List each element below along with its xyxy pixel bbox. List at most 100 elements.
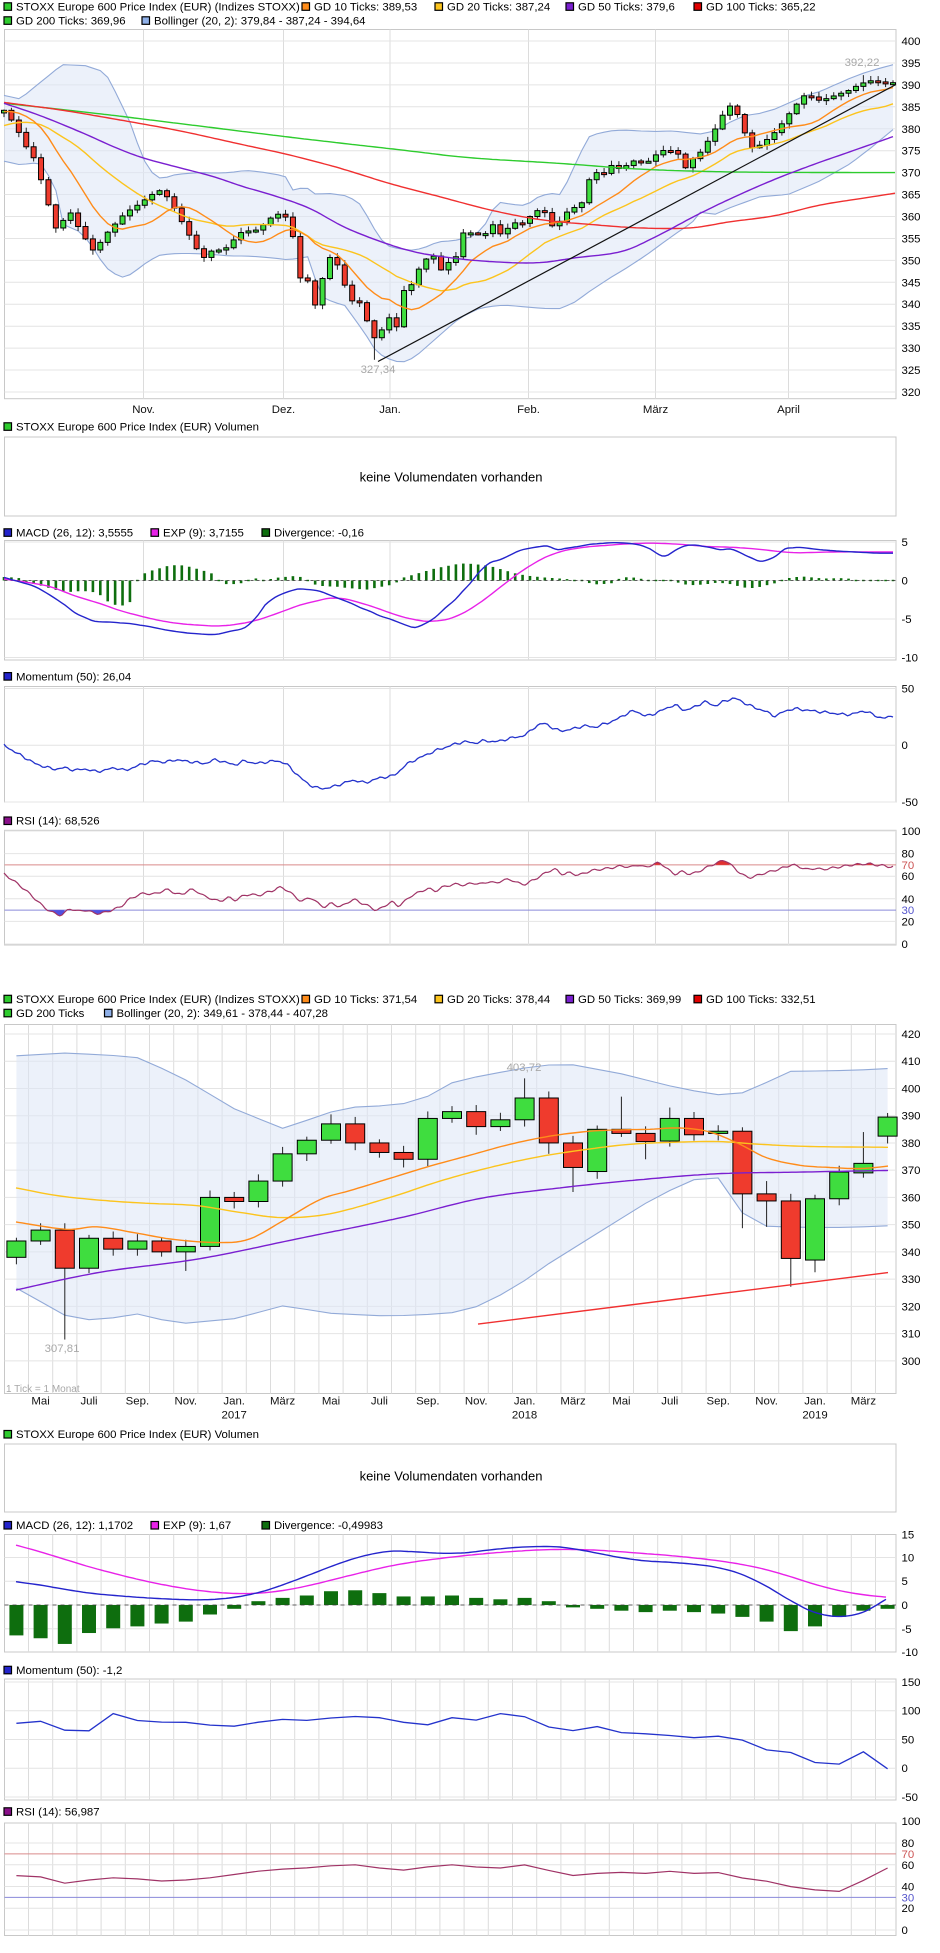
svg-text:325: 325	[902, 365, 921, 377]
svg-text:Nov.: Nov.	[465, 1396, 488, 1408]
svg-text:380: 380	[902, 1138, 921, 1150]
svg-text:Divergence: -0,49983: Divergence: -0,49983	[274, 1520, 383, 1532]
svg-text:Jan.: Jan.	[804, 1396, 826, 1408]
svg-text:Momentum (50): -1,2: Momentum (50): -1,2	[16, 1665, 122, 1677]
svg-text:GD 50 Ticks: 369,99: GD 50 Ticks: 369,99	[578, 994, 681, 1006]
svg-text:375: 375	[902, 146, 921, 158]
svg-text:Divergence: -0,16: Divergence: -0,16	[274, 528, 364, 540]
svg-text:2017: 2017	[222, 1410, 247, 1422]
svg-text:330: 330	[902, 1274, 921, 1286]
svg-text:320: 320	[902, 387, 921, 399]
svg-text:360: 360	[902, 212, 921, 224]
svg-text:390: 390	[902, 1111, 921, 1123]
svg-text:GD 20 Ticks: 378,44: GD 20 Ticks: 378,44	[447, 994, 550, 1006]
svg-text:0: 0	[902, 1925, 908, 1937]
svg-text:Mai: Mai	[31, 1396, 49, 1408]
svg-text:340: 340	[902, 299, 921, 311]
svg-text:März: März	[643, 404, 669, 416]
svg-text:385: 385	[902, 102, 921, 114]
svg-text:Jan.: Jan.	[223, 1396, 245, 1408]
svg-text:327,34: 327,34	[361, 364, 396, 376]
svg-text:30: 30	[902, 905, 915, 917]
svg-text:5: 5	[902, 537, 908, 549]
svg-text:Bollinger (20, 2): 349,61 - 37: Bollinger (20, 2): 349,61 - 378,44 - 407…	[117, 1008, 329, 1020]
svg-text:340: 340	[902, 1247, 921, 1259]
svg-text:20: 20	[902, 916, 915, 928]
svg-text:-5: -5	[902, 1624, 912, 1636]
svg-text:MACD (26, 12): 3,5555: MACD (26, 12): 3,5555	[16, 528, 133, 540]
svg-text:STOXX Europe 600 Price Index (: STOXX Europe 600 Price Index (EUR) (Indi…	[16, 2, 300, 14]
svg-text:2019: 2019	[802, 1410, 827, 1422]
svg-text:345: 345	[902, 277, 921, 289]
svg-text:MACD (26, 12): 1,1702: MACD (26, 12): 1,1702	[16, 1520, 133, 1532]
svg-text:60: 60	[902, 871, 915, 883]
svg-text:100: 100	[902, 1706, 921, 1718]
svg-text:GD 100 Ticks: 365,22: GD 100 Ticks: 365,22	[706, 2, 816, 14]
svg-text:Mai: Mai	[322, 1396, 340, 1408]
svg-text:100: 100	[902, 1816, 921, 1828]
svg-text:355: 355	[902, 233, 921, 245]
svg-text:50: 50	[902, 684, 915, 696]
svg-text:0: 0	[902, 939, 908, 951]
svg-text:2018: 2018	[512, 1410, 537, 1422]
svg-text:335: 335	[902, 321, 921, 333]
svg-text:GD 50 Ticks: 379,6: GD 50 Ticks: 379,6	[578, 2, 675, 14]
svg-text:-50: -50	[902, 1792, 918, 1804]
svg-text:März: März	[560, 1396, 586, 1408]
svg-text:70: 70	[902, 1849, 915, 1861]
svg-text:März: März	[851, 1396, 877, 1408]
svg-text:keine Volumendaten vorhanden: keine Volumendaten vorhanden	[360, 470, 543, 485]
svg-text:390: 390	[902, 80, 921, 92]
svg-text:0: 0	[902, 1600, 908, 1612]
svg-text:350: 350	[902, 255, 921, 267]
svg-text:30: 30	[902, 1892, 915, 1904]
svg-text:0: 0	[902, 1763, 908, 1775]
svg-text:-50: -50	[902, 797, 918, 809]
svg-text:Juli: Juli	[661, 1396, 678, 1408]
svg-text:Jan.: Jan.	[379, 404, 401, 416]
svg-text:350: 350	[902, 1220, 921, 1232]
svg-text:Nov.: Nov.	[755, 1396, 778, 1408]
svg-text:0: 0	[902, 740, 908, 752]
svg-text:365: 365	[902, 190, 921, 202]
svg-text:RSI (14): 68,526: RSI (14): 68,526	[16, 816, 100, 828]
svg-text:STOXX Europe 600 Price Index (: STOXX Europe 600 Price Index (EUR) (Indi…	[16, 994, 300, 1006]
svg-text:Sep.: Sep.	[126, 1396, 149, 1408]
svg-text:15: 15	[902, 1530, 915, 1542]
svg-text:395: 395	[902, 58, 921, 70]
svg-text:420: 420	[902, 1029, 921, 1041]
svg-text:Dez.: Dez.	[272, 404, 295, 416]
svg-text:keine Volumendaten vorhanden: keine Volumendaten vorhanden	[360, 1469, 543, 1484]
svg-text:380: 380	[902, 124, 921, 136]
svg-text:320: 320	[902, 1301, 921, 1313]
svg-text:50: 50	[902, 1735, 915, 1747]
svg-text:Feb.: Feb.	[517, 404, 540, 416]
svg-text:April: April	[777, 404, 800, 416]
svg-text:Nov.: Nov.	[175, 1396, 198, 1408]
svg-text:370: 370	[902, 168, 921, 180]
svg-text:EXP (9): 1,67: EXP (9): 1,67	[163, 1520, 231, 1532]
svg-text:GD 10 Ticks: 389,53: GD 10 Ticks: 389,53	[314, 2, 417, 14]
svg-text:40: 40	[902, 894, 915, 906]
svg-text:-5: -5	[902, 614, 912, 626]
svg-text:GD 20 Ticks: 387,24: GD 20 Ticks: 387,24	[447, 2, 550, 14]
svg-text:0: 0	[902, 576, 908, 588]
svg-text:Juli: Juli	[80, 1396, 97, 1408]
svg-text:150: 150	[902, 1677, 921, 1689]
svg-text:Sep.: Sep.	[416, 1396, 439, 1408]
svg-text:-10: -10	[902, 1647, 918, 1659]
svg-text:STOXX Europe 600 Price Index (: STOXX Europe 600 Price Index (EUR) Volum…	[16, 1429, 259, 1441]
svg-text:300: 300	[902, 1356, 921, 1368]
svg-text:40: 40	[902, 1882, 915, 1894]
svg-text:10: 10	[902, 1553, 915, 1565]
svg-text:Juli: Juli	[371, 1396, 388, 1408]
svg-text:1 Tick = 1 Monat: 1 Tick = 1 Monat	[6, 1384, 80, 1395]
svg-text:400: 400	[902, 36, 921, 48]
svg-text:330: 330	[902, 343, 921, 355]
svg-text:307,81: 307,81	[45, 1343, 80, 1355]
svg-text:GD 10 Ticks: 371,54: GD 10 Ticks: 371,54	[314, 994, 417, 1006]
svg-text:RSI (14): 56,987: RSI (14): 56,987	[16, 1807, 100, 1819]
svg-text:Sep.: Sep.	[706, 1396, 729, 1408]
svg-text:310: 310	[902, 1329, 921, 1341]
svg-text:Momentum (50): 26,04: Momentum (50): 26,04	[16, 671, 131, 683]
